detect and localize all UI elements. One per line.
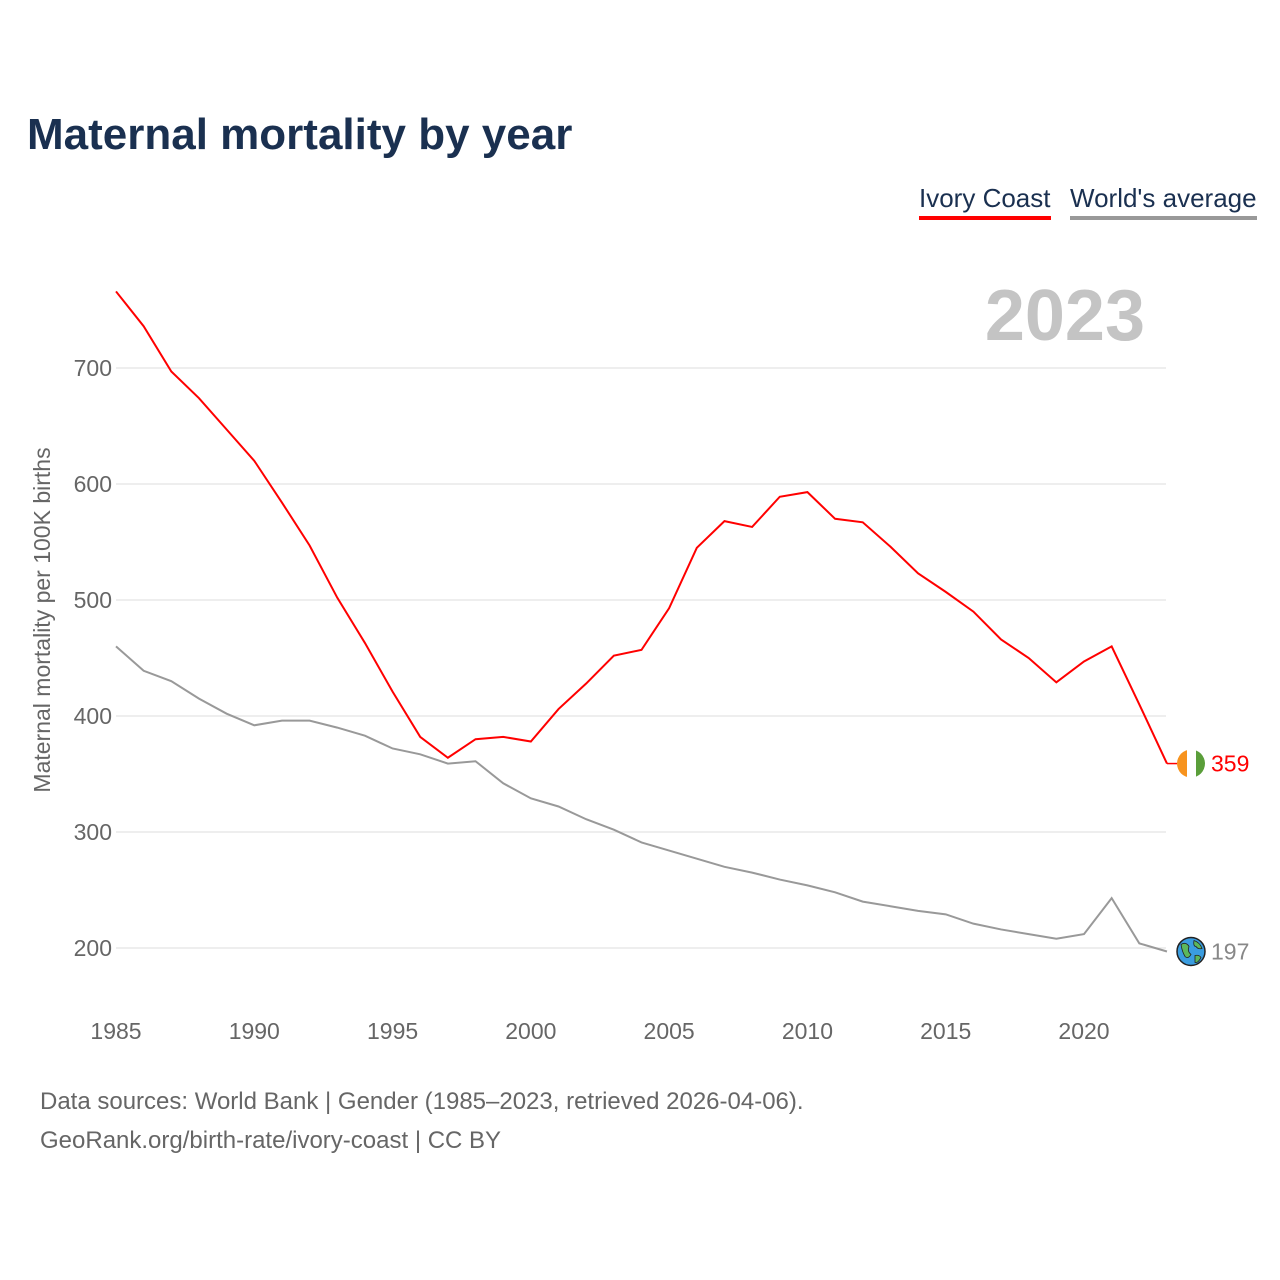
y-tick-label: 300 (74, 819, 112, 845)
x-tick-label: 2000 (505, 1018, 556, 1044)
series-line-world-average (115, 645, 1168, 953)
x-tick-label: 2005 (644, 1018, 695, 1044)
series-line-ivory-coast (115, 290, 1168, 764)
year-watermark: 2023 (985, 276, 1145, 356)
x-tick-label: 2015 (920, 1018, 971, 1044)
legend-ivory-coast[interactable]: Ivory Coast (919, 183, 1051, 220)
x-tick-label: 2020 (1058, 1018, 1109, 1044)
y-tick-label: 400 (74, 703, 112, 729)
legend-world-average[interactable]: World's average (1070, 183, 1257, 220)
x-tick-label: 2010 (782, 1018, 833, 1044)
x-tick-label: 1995 (367, 1018, 418, 1044)
y-axis-label: Maternal mortality per 100K births (29, 447, 55, 792)
y-tick-label: 600 (74, 471, 112, 497)
end-value-label: 359 (1211, 751, 1249, 777)
chart-title: Maternal mortality by year (27, 110, 573, 159)
y-tick-label: 200 (74, 935, 112, 961)
footer-attribution[interactable]: GeoRank.org/birth-rate/ivory-coast | CC … (40, 1127, 502, 1154)
end-value-label: 197 (1211, 938, 1249, 964)
x-tick-label: 1985 (90, 1018, 141, 1044)
globe-icon (1176, 936, 1206, 967)
y-tick-label: 500 (74, 587, 112, 613)
ivory-coast-flag-icon (1177, 749, 1205, 778)
y-tick-label: 700 (74, 355, 112, 381)
x-tick-label: 1990 (229, 1018, 280, 1044)
footer-sources: Data sources: World Bank | Gender (1985–… (40, 1088, 804, 1115)
